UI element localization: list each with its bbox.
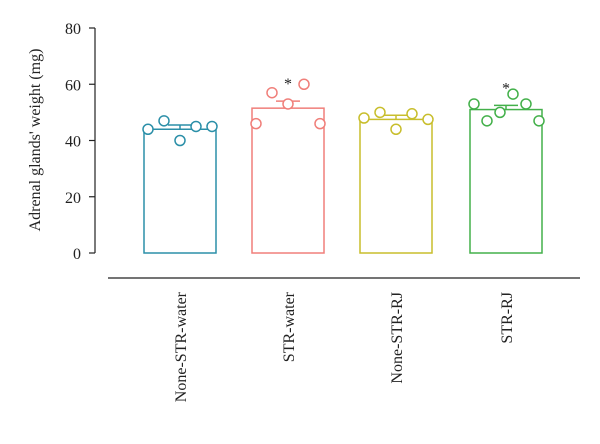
bar xyxy=(469,108,543,254)
data-point xyxy=(190,120,202,133)
bar xyxy=(143,128,217,254)
data-point xyxy=(314,117,326,130)
data-point xyxy=(282,98,294,110)
x-tick-label: STR-RJ xyxy=(499,292,516,344)
y-axis: 0 20 40 60 80 xyxy=(65,21,96,263)
x-tick-label: None-STR-water xyxy=(173,291,190,402)
data-point xyxy=(520,98,532,110)
bar-group: * xyxy=(250,76,326,254)
significance-mark: * xyxy=(502,80,510,97)
y-tick-label: 60 xyxy=(65,77,81,94)
data-point xyxy=(158,115,170,127)
data-point xyxy=(422,113,434,126)
y-tick-label: 20 xyxy=(65,190,81,207)
data-point xyxy=(266,86,278,99)
bar xyxy=(359,118,433,254)
data-point xyxy=(174,134,186,147)
data-point xyxy=(406,108,418,120)
data-point xyxy=(206,120,218,133)
data-point xyxy=(298,78,310,90)
bar-group xyxy=(358,106,434,254)
y-axis-label: Adrenal glands' weight (mg) xyxy=(27,49,44,232)
data-point xyxy=(481,115,493,127)
bar-group: * xyxy=(468,80,545,254)
data-point xyxy=(250,117,262,130)
data-point xyxy=(142,123,154,135)
significance-mark: * xyxy=(284,76,292,93)
y-tick-label: 0 xyxy=(73,246,81,263)
x-tick-label: STR-water xyxy=(281,291,298,362)
data-point xyxy=(374,106,386,119)
y-tick-label: 40 xyxy=(65,134,81,151)
bars-layer: * * xyxy=(142,76,545,254)
data-point xyxy=(507,88,519,100)
bar-group xyxy=(142,115,218,254)
data-point xyxy=(358,112,370,124)
bar xyxy=(251,107,325,254)
y-tick-label: 80 xyxy=(65,21,81,38)
data-point xyxy=(533,115,545,127)
data-point xyxy=(494,106,506,119)
x-axis: None-STR-water STR-water None-STR-RJ STR-RJ xyxy=(108,277,580,402)
data-point xyxy=(468,98,480,110)
data-point xyxy=(390,123,402,135)
x-tick-label: None-STR-RJ xyxy=(389,292,406,384)
